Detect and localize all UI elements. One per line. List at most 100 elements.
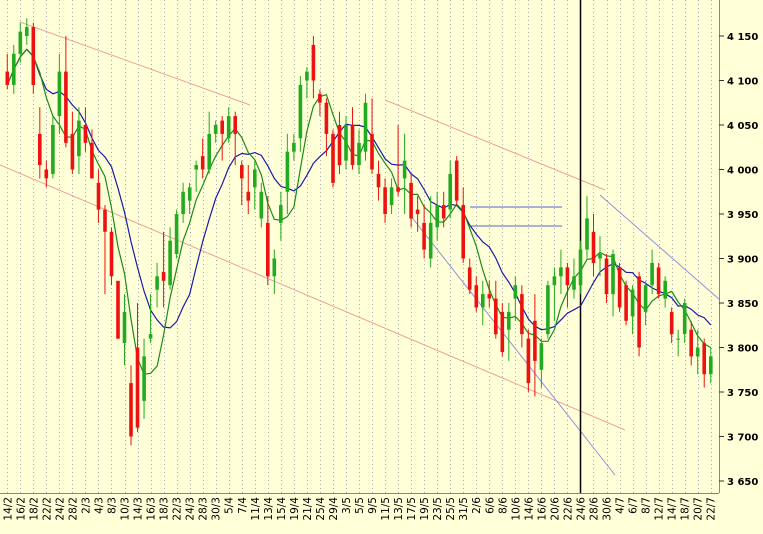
x-tick-label: 18/7 — [680, 497, 692, 521]
candle — [604, 254, 609, 303]
x-tick-label: 23/5 — [432, 497, 444, 521]
candle — [676, 329, 680, 357]
candle-body — [637, 276, 641, 348]
candle — [461, 187, 465, 263]
candle — [109, 227, 114, 286]
candle — [135, 303, 140, 433]
candle — [428, 196, 433, 268]
candle — [695, 329, 700, 375]
candle — [487, 280, 492, 308]
candle-body — [90, 142, 94, 179]
candle — [279, 191, 283, 241]
candle-body — [604, 258, 609, 295]
x-tick-label: 29/4 — [328, 497, 340, 521]
x-tick-label: 14/6 — [523, 497, 535, 521]
x-tick-label: 25/4 — [315, 497, 327, 521]
candle-body — [415, 209, 420, 214]
candle — [213, 120, 218, 143]
x-tick-label: 10/6 — [510, 497, 522, 521]
x-tick-label: 4/3 — [93, 497, 105, 514]
y-tick-label: 3 700 — [727, 433, 758, 444]
candle-body — [448, 173, 452, 210]
y-axis: 3 650 3 700 3 750 3 800 3 850 3 900 3 950 4 000… — [719, 0, 763, 530]
candle-body — [272, 258, 277, 277]
x-tick-label: 2/3 — [80, 497, 92, 514]
candle-body — [83, 125, 88, 143]
candle-body — [507, 311, 511, 330]
candle — [539, 338, 544, 388]
candle-body — [77, 120, 81, 157]
candle — [25, 18, 29, 45]
candle-body — [181, 191, 185, 215]
candle-body — [285, 151, 290, 192]
y-tick-label: 4 050 — [727, 121, 758, 132]
candle — [552, 267, 557, 321]
candle-body — [630, 289, 635, 317]
candle — [494, 280, 498, 339]
y-tick-label: 4 150 — [727, 32, 758, 43]
candle-body — [572, 276, 576, 290]
candle — [467, 258, 472, 295]
candle-body — [161, 271, 166, 281]
candle-body — [18, 31, 23, 54]
x-tick-label: 20/7 — [693, 497, 705, 521]
candle-body — [435, 205, 439, 228]
candle — [103, 205, 107, 295]
candle-body — [663, 280, 667, 299]
candle — [520, 285, 524, 348]
x-tick-label: 4/7 — [615, 497, 627, 514]
x-tick-label: 13/4 — [263, 497, 275, 521]
candle — [266, 196, 270, 286]
x-tick-label: 24/2 — [54, 497, 66, 521]
x-tick-label: 16/6 — [536, 497, 548, 521]
candle-body — [494, 298, 498, 335]
x-tick-label: 7/4 — [237, 497, 249, 514]
candle-body — [38, 133, 42, 166]
x-tick-label: 30/6 — [602, 497, 614, 521]
candle-body — [70, 133, 75, 170]
candle-body — [546, 285, 550, 335]
candle — [77, 107, 81, 174]
x-tick-label: 12/7 — [654, 497, 666, 521]
candle — [709, 347, 713, 384]
x-tick-label: 8/6 — [497, 497, 509, 514]
candle — [259, 182, 264, 228]
candle — [565, 262, 570, 308]
candle — [272, 249, 277, 295]
candle-body — [298, 84, 303, 139]
candle — [174, 209, 179, 259]
y-tick-label: 3 900 — [727, 255, 758, 266]
candle — [448, 160, 452, 219]
candle — [122, 294, 127, 366]
candle-body — [650, 262, 654, 286]
candle-body — [441, 205, 446, 219]
candle — [12, 44, 16, 94]
channel-line-lower — [0, 164, 626, 431]
x-tick-label: 20/6 — [549, 497, 561, 521]
candle-body — [103, 209, 107, 232]
candle — [402, 133, 407, 214]
candle — [513, 276, 518, 321]
candle — [194, 160, 198, 192]
y-tick-label: 3 800 — [727, 344, 758, 355]
x-tick-label: 11/5 — [380, 497, 392, 521]
x-tick-label: 6/7 — [628, 497, 640, 514]
candle-body — [31, 27, 36, 86]
candle — [572, 258, 576, 299]
candle-body — [467, 267, 472, 290]
candle — [168, 227, 172, 290]
candle — [318, 89, 322, 117]
candle-body — [656, 267, 661, 295]
candle — [682, 298, 687, 344]
x-tick-label: 9/5 — [367, 497, 379, 514]
candle-body — [187, 187, 192, 201]
candle — [155, 262, 159, 308]
trendline-down — [599, 194, 721, 301]
x-tick-label: 6/6 — [484, 497, 496, 514]
candle-body — [233, 116, 237, 134]
candle-body — [148, 334, 153, 339]
candle-body — [292, 142, 296, 152]
channel-lines — [0, 0, 721, 493]
candle — [311, 36, 316, 99]
candle — [669, 307, 674, 344]
